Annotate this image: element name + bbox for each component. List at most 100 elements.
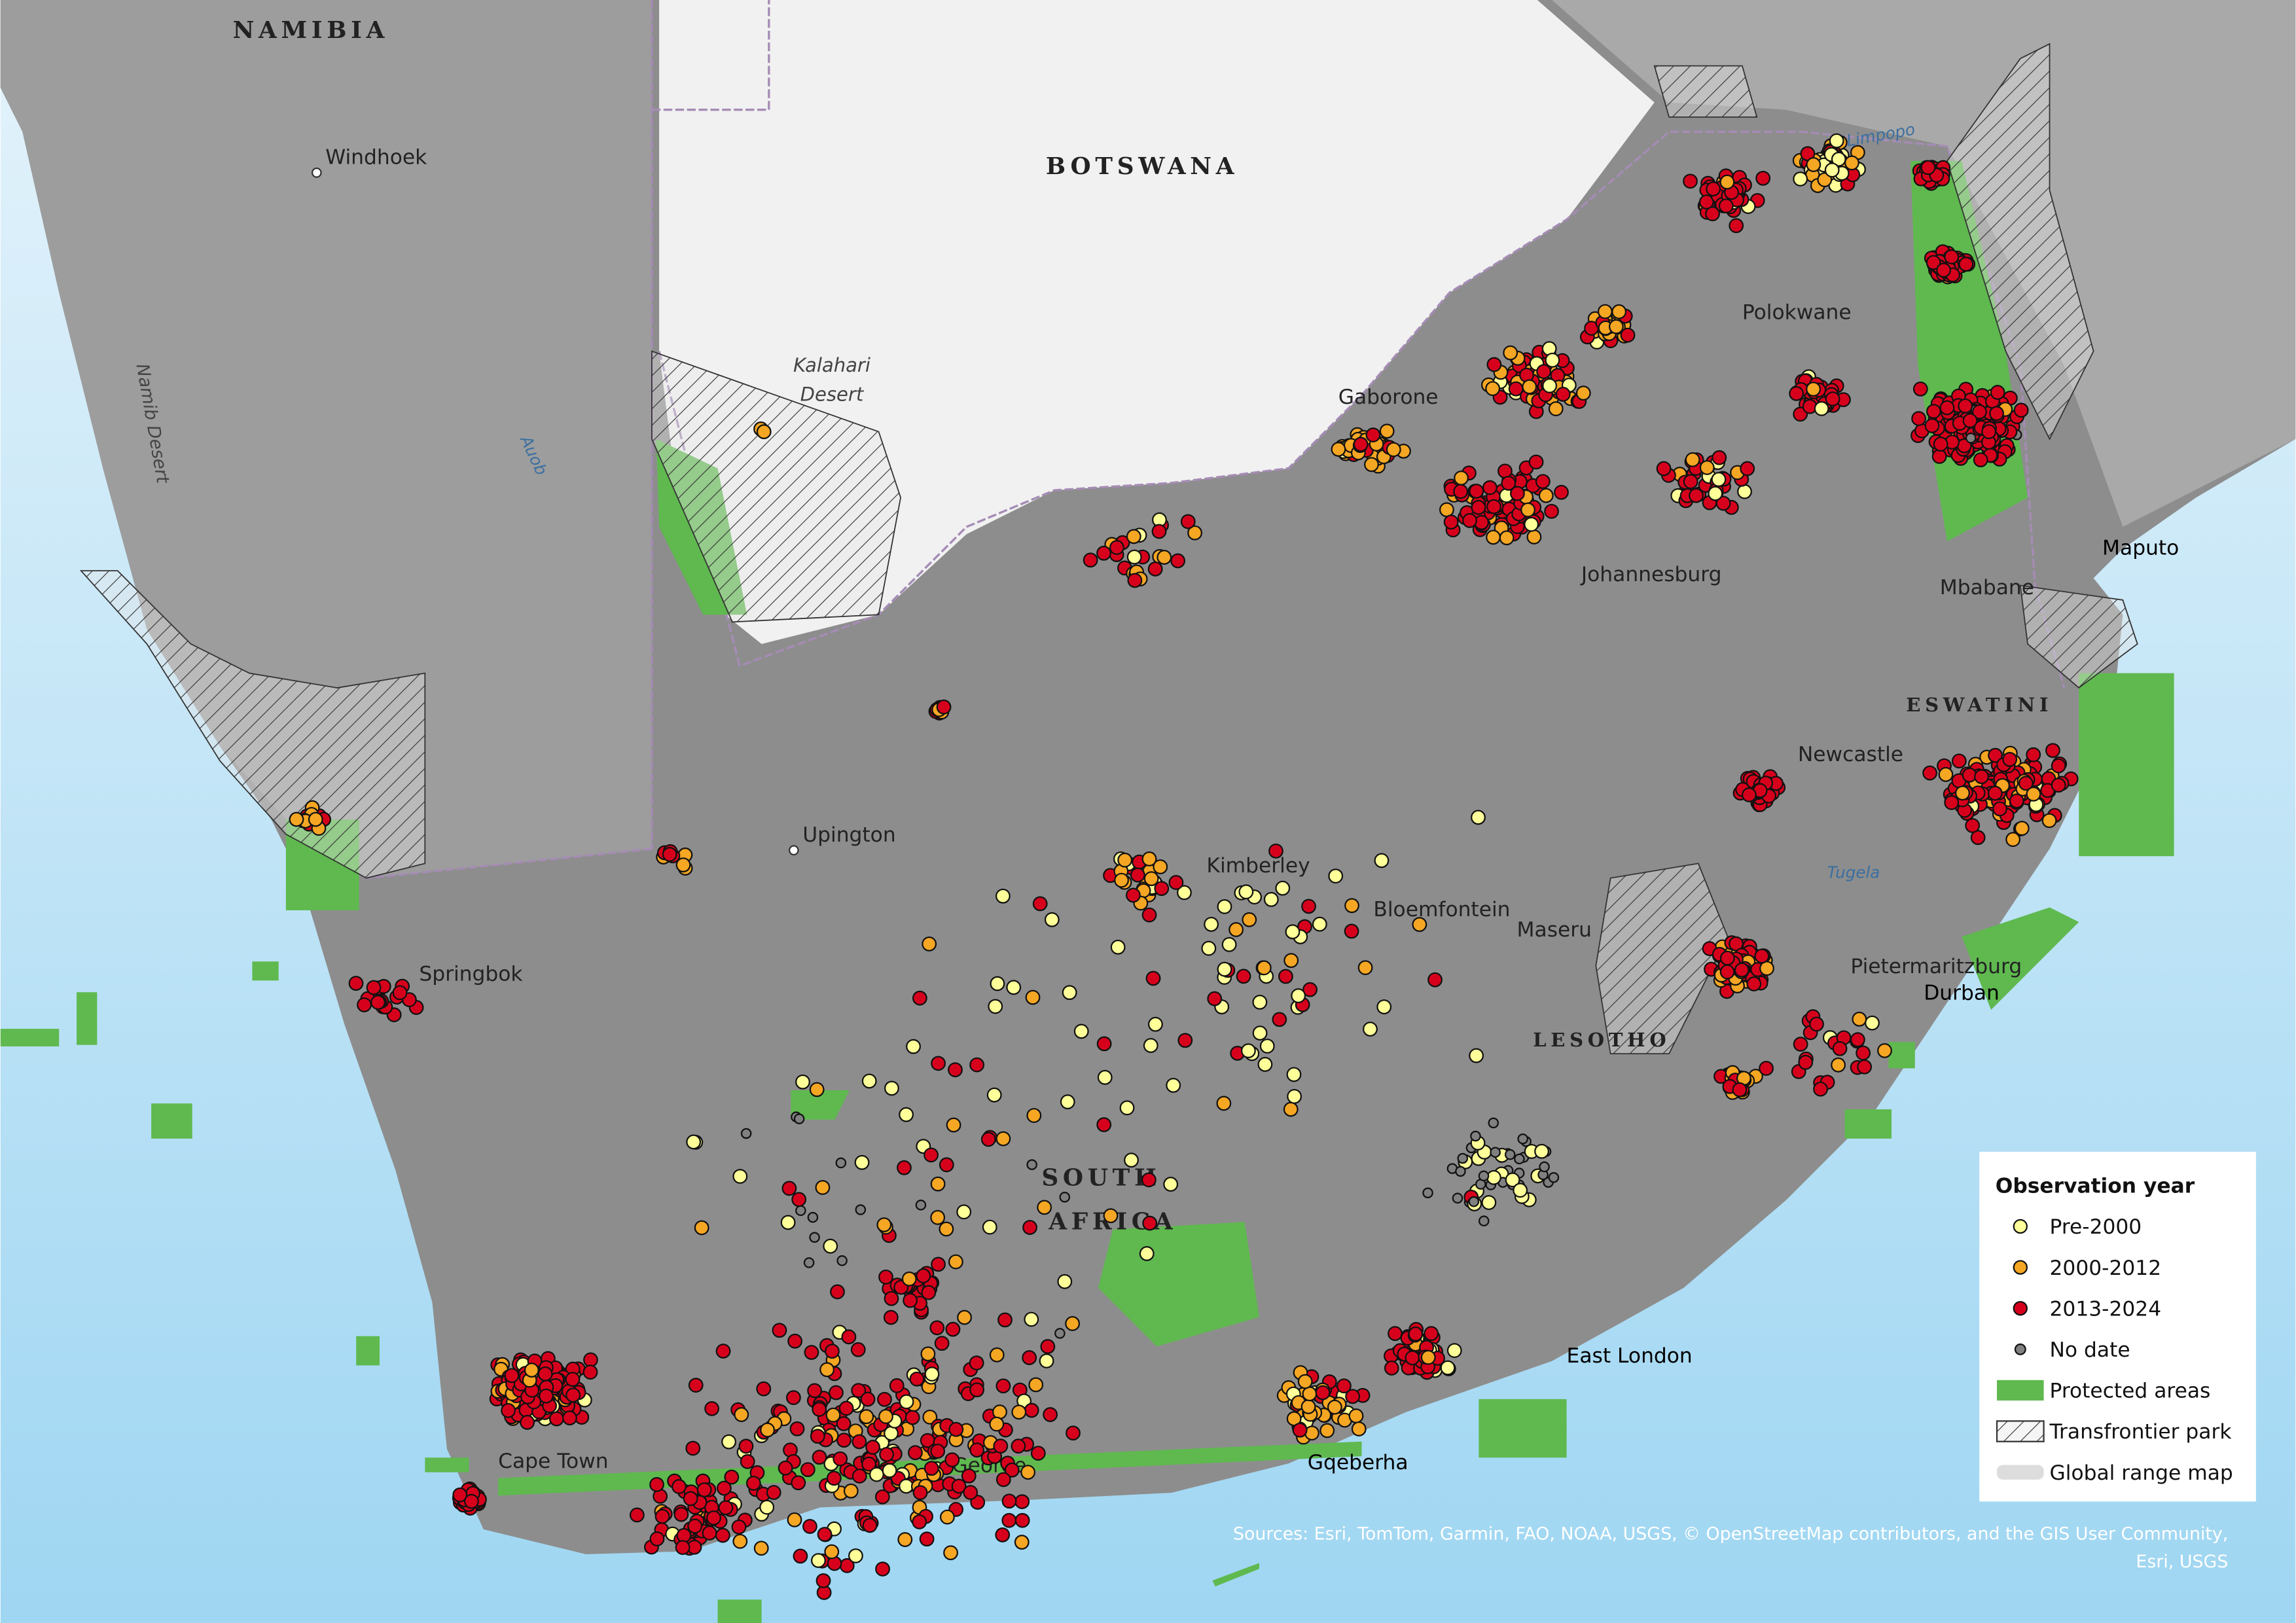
observation-point: [1291, 988, 1306, 1003]
observation-point: [2051, 777, 2066, 793]
observation-point: [791, 1192, 807, 1207]
legend-symbol: [1996, 1420, 2045, 1442]
observation-point: [649, 1477, 664, 1492]
observation-point: [1026, 1108, 1042, 1123]
city-label: East London: [1567, 1344, 1693, 1368]
observation-point: [787, 1333, 803, 1349]
observation-point: [988, 999, 1003, 1014]
observation-point: [1148, 1016, 1163, 1032]
observation-point: [1517, 1133, 1528, 1145]
observation-point: [1539, 1161, 1550, 1173]
city-label: Maputo: [2102, 537, 2179, 560]
observation-point: [1302, 1386, 1318, 1402]
observation-point: [859, 1409, 874, 1425]
observation-point: [956, 1204, 972, 1220]
observation-point: [875, 1561, 890, 1577]
observation-point: [1020, 1465, 1036, 1480]
observation-point: [753, 1541, 769, 1556]
observation-point: [939, 1221, 954, 1237]
observation-point: [1256, 960, 1272, 976]
observation-point: [1110, 939, 1126, 955]
observation-point: [843, 1483, 859, 1499]
observation-point: [833, 1451, 848, 1467]
observation-point: [1207, 991, 1223, 1007]
observation-point: [1229, 922, 1244, 937]
observation-point: [1315, 1385, 1331, 1400]
observation-point: [1204, 917, 1219, 932]
observation-points: [289, 133, 2079, 1600]
observation-point: [931, 1056, 946, 1071]
observation-point: [948, 1062, 963, 1078]
observation-point: [961, 1468, 977, 1484]
observation-point: [1096, 545, 1111, 561]
observation-point: [1715, 495, 1731, 511]
observation-point: [996, 1378, 1011, 1394]
observation-point: [756, 1381, 772, 1397]
observation-point: [1965, 433, 1977, 444]
observation-point: [1408, 1326, 1424, 1342]
city-label: Newcastle: [1798, 743, 1903, 766]
observation-point: [1911, 411, 1927, 426]
observation-point: [1536, 364, 1552, 380]
legend-label: Transfrontier park: [2049, 1420, 2233, 1444]
observation-point: [2014, 821, 2030, 836]
observation-point: [1037, 1200, 1052, 1215]
observation-point: [1471, 810, 1486, 825]
observation-point: [2041, 813, 2057, 829]
observation-point: [1236, 969, 1251, 984]
observation-point: [948, 1254, 963, 1270]
legend-label: 2013-2024: [2050, 1297, 2162, 1321]
legend-label: 2000-2012: [2050, 1257, 2162, 1280]
observation-point: [909, 1371, 925, 1387]
country-label: BOTSWANA: [1046, 152, 1238, 180]
observation-point: [816, 1573, 831, 1588]
observation-point: [1520, 502, 1535, 518]
observation-point: [815, 1180, 831, 1195]
observation-point: [740, 1454, 755, 1469]
legend-label: Global range map: [2050, 1461, 2233, 1485]
legend-title: Observation year: [1996, 1175, 2195, 1198]
observation-point: [1656, 461, 1672, 476]
observation-point: [1126, 887, 1141, 903]
observation-point: [992, 1404, 1007, 1419]
observation-point: [897, 1160, 912, 1175]
observation-point: [1275, 880, 1291, 896]
city-label: Durban: [1924, 981, 2000, 1005]
observation-point: [1141, 1172, 1157, 1188]
observation-point: [1793, 171, 1808, 187]
observation-point: [1535, 474, 1551, 490]
legend-symbol: [1997, 1380, 2044, 1401]
observation-point: [825, 1344, 840, 1359]
observation-point: [392, 985, 408, 1001]
observation-point: [829, 1385, 844, 1400]
observation-point: [1544, 503, 1559, 519]
observation-point: [1300, 1399, 1316, 1414]
observation-point: [1936, 262, 1952, 278]
observation-point: [1336, 1378, 1352, 1394]
observation-point: [1534, 1143, 1549, 1159]
city-label: Pietermaritzburg: [1850, 955, 2022, 978]
observation-point: [1083, 552, 1098, 568]
observation-point: [1141, 851, 1157, 866]
observation-point: [1608, 319, 1624, 334]
observation-point: [810, 1553, 826, 1568]
observation-point: [1469, 1048, 1484, 1063]
legend-box: [1979, 1151, 2256, 1502]
observation-point: [1001, 1512, 1017, 1528]
observation-point: [1001, 1493, 1017, 1509]
observation-point: [920, 1346, 936, 1362]
legend-symbol: [2013, 1219, 2028, 1234]
observation-point: [649, 1531, 665, 1546]
observation-point: [809, 1232, 820, 1243]
observation-point: [848, 1548, 863, 1563]
observation-point: [715, 1344, 731, 1359]
observation-point: [865, 1440, 880, 1455]
observation-point: [1469, 484, 1484, 499]
observation-point: [539, 1388, 554, 1404]
observation-point: [732, 1169, 748, 1184]
observation-point: [787, 1512, 802, 1527]
observation-point: [1286, 1067, 1302, 1082]
observation-point: [1933, 437, 1948, 452]
observation-point: [1364, 457, 1379, 473]
observation-point: [1705, 206, 1720, 222]
